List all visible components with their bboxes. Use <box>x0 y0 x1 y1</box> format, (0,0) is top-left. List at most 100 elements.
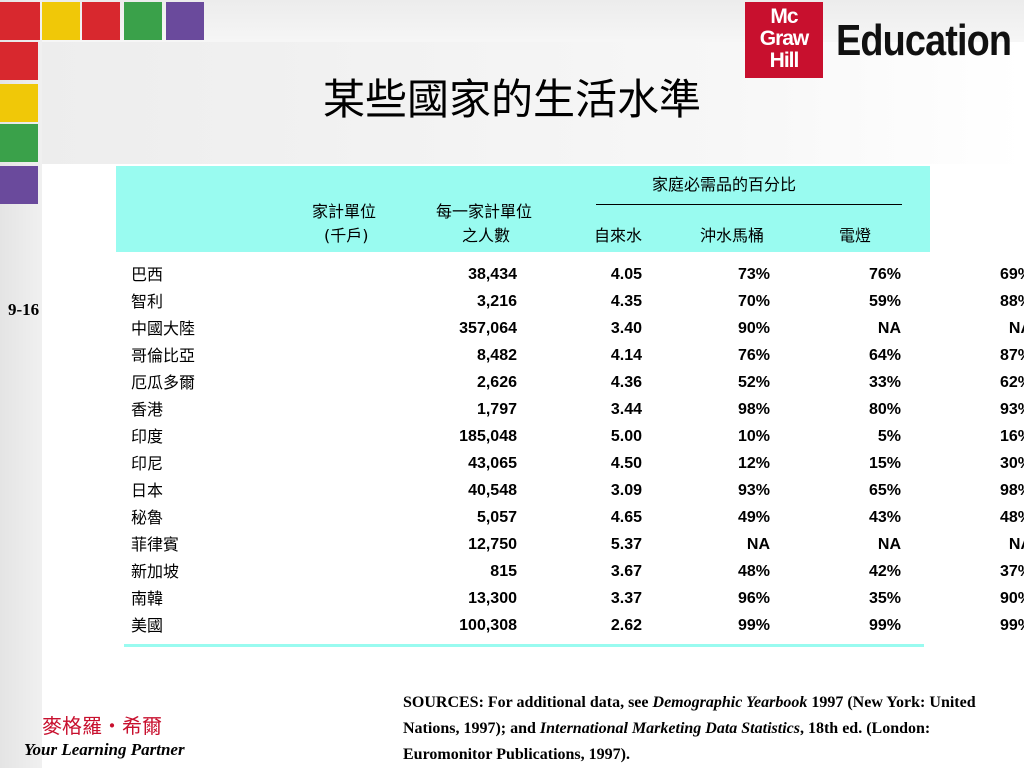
table-row: 香港 1,797 3.44 98% 80% 93% <box>124 397 1024 424</box>
sources-italic-1: Demographic Yearbook <box>652 694 808 711</box>
table-row: 哥倫比亞 8,482 4.14 76% 64% 87% <box>124 343 1024 370</box>
cell-persons: 3.44 <box>610 401 642 418</box>
cell-persons: 3.67 <box>610 563 642 580</box>
cell-toilet: NA <box>877 536 901 553</box>
title-band <box>42 42 1024 164</box>
cell-households: 43,065 <box>468 455 517 472</box>
cell-water: 48% <box>737 563 770 580</box>
deco-square-yellow <box>0 84 38 122</box>
table-row: 印度 185,048 5.00 10% 5% 16% <box>124 424 1024 451</box>
table-row: 厄瓜多爾 2,626 4.36 52% 33% 62% <box>124 370 1024 397</box>
cell-persons: 4.65 <box>610 509 642 526</box>
cell-water: 76% <box>737 347 770 364</box>
cell-toilet: 42% <box>868 563 901 580</box>
logo-line-2: Graw <box>759 27 810 50</box>
sources-italic-2: International Marketing Data Statistics <box>539 720 800 737</box>
cell-water: 12% <box>737 455 770 472</box>
cell-water: 10% <box>737 428 770 445</box>
cell-country: 香港 <box>131 400 164 419</box>
cell-households: 3,216 <box>476 293 517 310</box>
cell-country: 哥倫比亞 <box>131 346 196 365</box>
table-row: 印尼 43,065 4.50 12% 15% 30% <box>124 451 1024 478</box>
table-row: 秘魯 5,057 4.65 49% 43% 48% <box>124 505 1024 532</box>
cell-country: 南韓 <box>131 589 164 608</box>
cell-lighting: 69% <box>999 266 1024 283</box>
cell-lighting: 48% <box>999 509 1024 526</box>
mcgraw-hill-logo: Mc Graw Hill <box>745 2 823 78</box>
col-toilet: 沖水馬桶 <box>700 226 765 245</box>
cell-persons: 3.37 <box>610 590 642 607</box>
cell-households: 40,548 <box>468 482 517 499</box>
cell-persons: 4.35 <box>610 293 642 310</box>
table-row: 南韓 13,300 3.37 96% 35% 90% <box>124 586 1024 613</box>
table-row: 美國 100,308 2.62 99% 99% 99% <box>124 613 1024 640</box>
table-row: 日本 40,548 3.09 93% 65% 98% <box>124 478 1024 505</box>
cell-households: 12,750 <box>468 536 517 553</box>
cell-households: 815 <box>490 563 517 580</box>
deco-square-purple <box>166 2 204 40</box>
cell-country: 日本 <box>131 481 164 500</box>
cell-toilet: 80% <box>868 401 901 418</box>
col-lighting: 電燈 <box>839 226 872 245</box>
cell-households: 100,308 <box>459 617 517 634</box>
cell-persons: 5.00 <box>610 428 642 445</box>
cell-households: 185,048 <box>459 428 517 445</box>
col-water: 自來水 <box>594 226 643 245</box>
cell-lighting: NA <box>1008 536 1024 553</box>
cell-country: 秘魯 <box>131 508 164 527</box>
logo-line-1: Mc <box>770 5 798 28</box>
cell-persons: 4.50 <box>610 455 642 472</box>
group-header-rule <box>596 204 902 205</box>
cell-lighting: 93% <box>999 401 1024 418</box>
deco-square-green <box>0 124 38 162</box>
table-row: 新加坡 815 3.67 48% 42% 37% <box>124 559 1024 586</box>
cell-households: 13,300 <box>468 590 517 607</box>
cell-water: 70% <box>737 293 770 310</box>
cell-water: 49% <box>737 509 770 526</box>
cell-toilet: 76% <box>868 266 901 283</box>
cell-country: 智利 <box>131 292 164 311</box>
cell-water: 93% <box>737 482 770 499</box>
cell-lighting: 87% <box>999 347 1024 364</box>
cell-toilet: 64% <box>868 347 901 364</box>
sources-note: SOURCES: For additional data, see Demogr… <box>403 690 1003 768</box>
cell-lighting: NA <box>1008 320 1024 337</box>
cell-persons: 4.36 <box>610 374 642 391</box>
cell-persons: 4.14 <box>610 347 642 364</box>
content-area <box>42 164 1024 768</box>
table-body: 巴西 38,434 4.05 73% 76% 69% 智利 3,216 4.35 70% 59% 88… <box>124 252 1024 647</box>
cell-households: 8,482 <box>476 347 517 364</box>
cell-persons: 3.09 <box>610 482 642 499</box>
cell-water: 52% <box>737 374 770 391</box>
table-row: 菲律賓 12,750 5.37 NA NA NA <box>124 532 1024 559</box>
cell-toilet: 99% <box>868 617 901 634</box>
cell-persons: 2.62 <box>610 617 642 634</box>
brand-tagline: Your Learning Partner <box>24 740 185 759</box>
cell-lighting: 16% <box>999 428 1024 445</box>
cell-water: NA <box>746 536 770 553</box>
col-households-line2: (千戶) <box>324 226 369 245</box>
col-persons-line2: 之人數 <box>462 226 511 245</box>
col-households-line1: 家計單位 <box>312 202 377 221</box>
cell-toilet: 43% <box>868 509 901 526</box>
cell-lighting: 90% <box>999 590 1024 607</box>
table-header: 家庭必需品的百分比 家計單位 (千戶) 每一家計單位 之人數 自來水 沖水馬桶 … <box>116 166 930 252</box>
cell-water: 90% <box>737 320 770 337</box>
cell-households: 5,057 <box>476 509 517 526</box>
cell-country: 新加坡 <box>131 562 180 581</box>
group-header: 家庭必需品的百分比 <box>652 175 797 194</box>
slide-title: 某些國家的生活水準 <box>322 75 701 124</box>
cell-country: 中國大陸 <box>131 319 196 338</box>
sources-text-3: , 18th ed. (London: Euromonitor Publicat… <box>403 720 931 763</box>
cell-lighting: 62% <box>999 374 1024 391</box>
cell-toilet: NA <box>877 320 901 337</box>
cell-persons: 5.37 <box>610 536 642 553</box>
living-standards-table: 家庭必需品的百分比 家計單位 (千戶) 每一家計單位 之人數 自來水 沖水馬桶 … <box>116 166 1024 647</box>
logo-word: Education <box>836 16 1012 65</box>
brand-chinese: 麥格羅・希爾 <box>42 714 162 738</box>
cell-country: 美國 <box>131 616 164 635</box>
cell-toilet: 15% <box>868 455 901 472</box>
cell-persons: 3.40 <box>610 320 642 337</box>
cell-toilet: 35% <box>868 590 901 607</box>
deco-square-red <box>0 2 40 40</box>
